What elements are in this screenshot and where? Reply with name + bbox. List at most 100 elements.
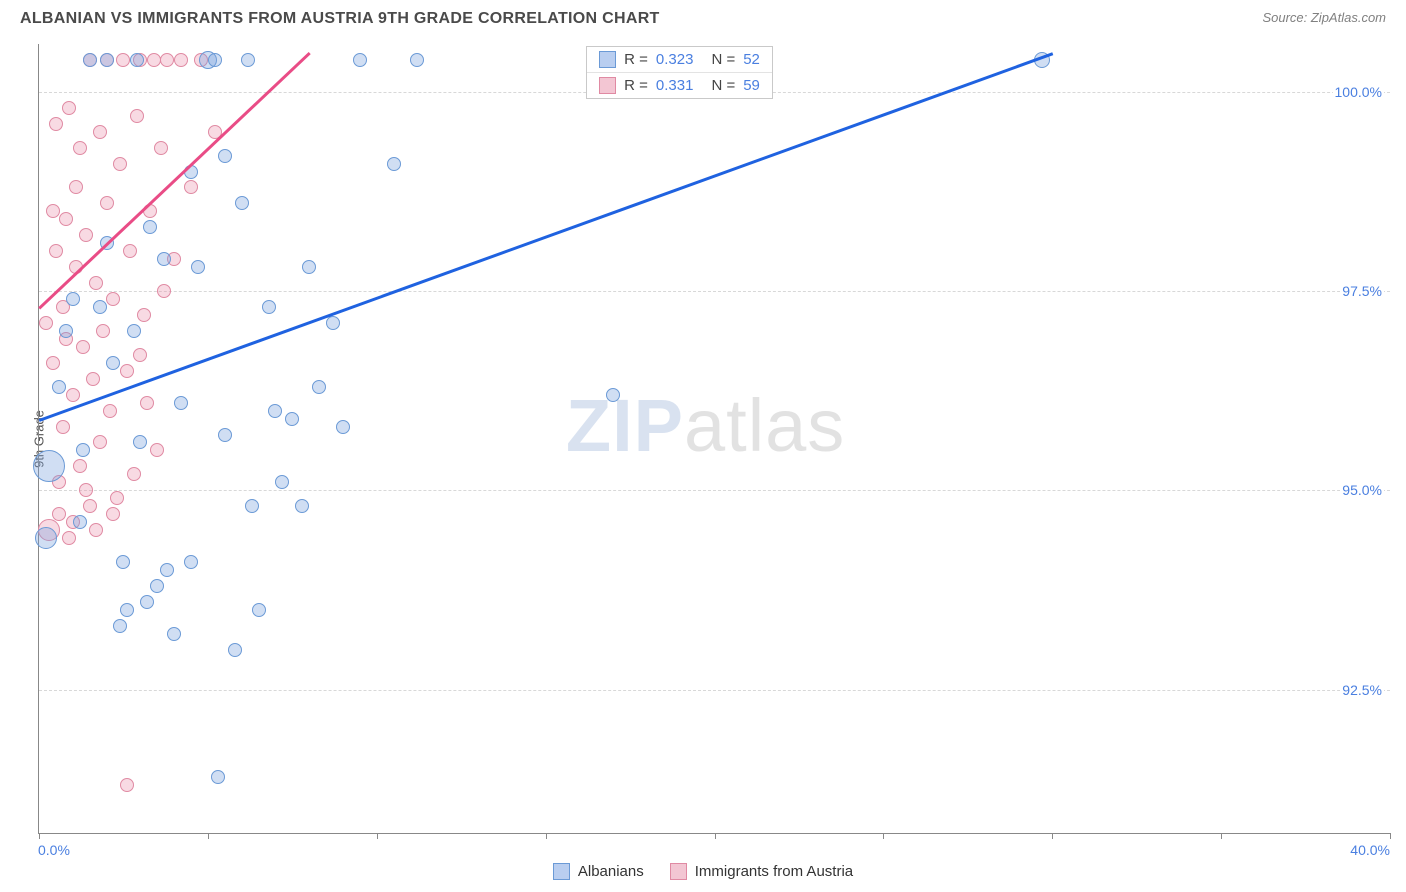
scatter-point — [157, 284, 171, 298]
scatter-point — [59, 324, 73, 338]
gridline — [39, 690, 1390, 691]
scatter-point — [120, 603, 134, 617]
legend-r-label: R = — [624, 51, 648, 68]
scatter-point — [89, 276, 103, 290]
legend-row: R = 0.331N = 59 — [587, 73, 772, 98]
scatter-point — [275, 475, 289, 489]
scatter-point — [218, 149, 232, 163]
scatter-point — [160, 563, 174, 577]
scatter-point — [410, 53, 424, 67]
scatter-point — [56, 420, 70, 434]
scatter-point — [110, 491, 124, 505]
x-tick — [1390, 833, 1391, 839]
scatter-point — [302, 260, 316, 274]
scatter-point — [116, 53, 130, 67]
scatter-point — [89, 523, 103, 537]
legend-n-value: 59 — [743, 77, 760, 94]
scatter-point — [93, 435, 107, 449]
legend-n-label: N = — [711, 77, 735, 94]
scatter-point — [120, 364, 134, 378]
scatter-point — [160, 53, 174, 67]
scatter-point — [93, 300, 107, 314]
scatter-point — [154, 141, 168, 155]
scatter-point — [127, 467, 141, 481]
x-axis-max-label: 40.0% — [1350, 842, 1390, 858]
x-tick — [1221, 833, 1222, 839]
scatter-point — [387, 157, 401, 171]
x-tick — [715, 833, 716, 839]
scatter-point — [69, 180, 83, 194]
scatter-point — [100, 196, 114, 210]
legend-n-value: 52 — [743, 51, 760, 68]
scatter-point — [133, 348, 147, 362]
legend-r-value: 0.323 — [656, 51, 694, 68]
scatter-point — [59, 212, 73, 226]
x-tick — [377, 833, 378, 839]
legend-bottom: Albanians Immigrants from Austria — [0, 863, 1406, 880]
scatter-point — [46, 356, 60, 370]
scatter-point — [39, 316, 53, 330]
scatter-point — [49, 117, 63, 131]
y-tick-label: 100.0% — [1333, 84, 1384, 100]
x-tick — [883, 833, 884, 839]
scatter-point — [93, 125, 107, 139]
scatter-point — [76, 443, 90, 457]
scatter-point — [268, 404, 282, 418]
scatter-point — [167, 627, 181, 641]
scatter-point — [295, 499, 309, 513]
scatter-point — [83, 53, 97, 67]
scatter-point — [96, 324, 110, 338]
scatter-point — [52, 507, 66, 521]
gridline — [39, 291, 1390, 292]
scatter-point — [140, 595, 154, 609]
legend-item: Albanians — [553, 863, 644, 880]
scatter-point — [312, 380, 326, 394]
scatter-point — [46, 204, 60, 218]
scatter-point — [79, 228, 93, 242]
legend-n-label: N = — [711, 51, 735, 68]
scatter-point — [326, 316, 340, 330]
scatter-point — [157, 252, 171, 266]
scatter-point — [106, 507, 120, 521]
scatter-point — [66, 292, 80, 306]
scatter-point — [113, 619, 127, 633]
scatter-point — [35, 527, 57, 549]
scatter-point — [285, 412, 299, 426]
correlation-legend: R = 0.323 N = 52 R = 0.331N = 59 — [586, 46, 773, 99]
scatter-point — [66, 388, 80, 402]
scatter-point — [208, 53, 222, 67]
scatter-point — [103, 404, 117, 418]
scatter-point — [235, 196, 249, 210]
scatter-point — [100, 53, 114, 67]
legend-swatch — [599, 51, 616, 68]
scatter-point — [150, 579, 164, 593]
scatter-point — [218, 428, 232, 442]
scatter-point — [174, 53, 188, 67]
scatter-point — [336, 420, 350, 434]
scatter-point — [184, 180, 198, 194]
scatter-point — [184, 555, 198, 569]
chart-title: ALBANIAN VS IMMIGRANTS FROM AUSTRIA 9TH … — [20, 10, 660, 28]
scatter-point — [262, 300, 276, 314]
gridline — [39, 490, 1390, 491]
scatter-point — [606, 388, 620, 402]
legend-label: Albanians — [578, 863, 644, 880]
scatter-point — [241, 53, 255, 67]
scatter-point — [147, 53, 161, 67]
legend-r-label: R = — [624, 77, 648, 94]
scatter-point — [120, 778, 134, 792]
legend-item: Immigrants from Austria — [670, 863, 853, 880]
scatter-point — [86, 372, 100, 386]
scatter-point — [140, 396, 154, 410]
y-tick-label: 97.5% — [1340, 283, 1384, 299]
y-tick-label: 95.0% — [1340, 482, 1384, 498]
scatter-point — [73, 141, 87, 155]
legend-row: R = 0.323 N = 52 — [587, 47, 772, 73]
scatter-point — [252, 603, 266, 617]
trendline — [39, 52, 1053, 421]
scatter-point — [245, 499, 259, 513]
y-tick-label: 92.5% — [1340, 682, 1384, 698]
scatter-point — [130, 53, 144, 67]
scatter-point — [76, 340, 90, 354]
scatter-point — [113, 157, 127, 171]
